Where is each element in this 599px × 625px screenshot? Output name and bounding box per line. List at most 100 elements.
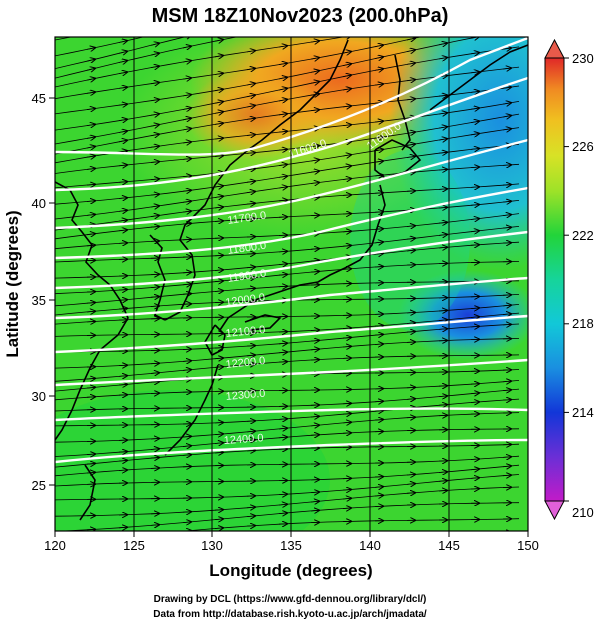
streamline-arrow: [118, 452, 127, 453]
streamline-arrow: [150, 125, 159, 127]
streamline-arrow: [342, 179, 351, 180]
streamline-arrow: [118, 198, 127, 199]
geopotential-contours: [55, 37, 528, 464]
streamline-arrow: [342, 195, 351, 196]
streamline-arrow: [342, 508, 351, 509]
credit-data: Data from http://database.rish.kyoto-u.a…: [153, 609, 427, 620]
streamline-arrow: [150, 215, 159, 216]
streamline-arrow: [182, 78, 191, 79]
streamline-arrow: [182, 361, 191, 362]
streamline-arrow: [470, 384, 479, 385]
streamline-arrow: [182, 201, 191, 202]
streamline-arrow: [246, 181, 255, 182]
streamline-arrow: [406, 399, 415, 400]
x-tick-label: 125: [123, 538, 145, 553]
streamline-arrow: [502, 201, 511, 202]
streamline-arrow: [278, 362, 287, 363]
streamline-arrow: [214, 528, 223, 529]
streamline-arrow: [310, 146, 319, 147]
streamline-arrow: [246, 440, 255, 441]
streamline-arrow: [278, 419, 287, 420]
streamline-arrow: [118, 376, 127, 377]
streamline-arrow: [214, 221, 223, 222]
streamline-arrow: [342, 489, 351, 490]
x-tick-marks: [54, 531, 529, 537]
streamline-arrow: [438, 490, 447, 491]
streamline-arrow: [438, 310, 447, 311]
streamline-arrow: [246, 267, 255, 268]
streamline-arrow: [246, 526, 255, 527]
streamline: [55, 37, 239, 79]
streamline-arrow: [406, 226, 415, 227]
streamline-arrow: [86, 311, 95, 312]
streamline-arrow: [214, 358, 223, 359]
streamline-arrow: [470, 245, 479, 246]
streamline-arrow: [246, 254, 255, 255]
streamline-arrow: [86, 78, 95, 80]
streamline-arrow: [150, 100, 159, 101]
temperature-field-cold-east: [398, 270, 528, 360]
streamline-arrow: [214, 138, 223, 139]
streamline-arrow: [246, 105, 255, 107]
streamline-arrow: [278, 114, 287, 115]
streamline-arrow: [502, 129, 511, 130]
streamline-arrow: [342, 269, 351, 270]
streamline-arrow: [374, 242, 383, 243]
streamline-arrow: [374, 401, 383, 402]
streamline-arrow: [150, 373, 159, 374]
streamline-arrow: [214, 367, 223, 368]
streamline-arrow: [150, 226, 159, 227]
streamline-arrow: [150, 287, 159, 288]
streamline-arrow: [310, 260, 319, 261]
temperature-field-cold-northeast: [390, 37, 528, 270]
streamline-arrow: [502, 381, 511, 382]
colorbar-gradient: [544, 57, 565, 502]
streamline-arrow: [278, 264, 287, 265]
wind-streamlines: [55, 37, 520, 544]
streamline-arrow: [150, 162, 159, 163]
coastline-korea-west: [149, 234, 166, 321]
streamline-arrow: [310, 160, 319, 161]
streamline-arrow: [438, 472, 447, 473]
streamline-arrow: [502, 165, 511, 166]
streamline-arrow: [150, 206, 159, 207]
streamline-arrow: [438, 207, 447, 208]
streamline-arrow: [502, 87, 511, 88]
streamline-arrow: [118, 308, 127, 309]
colorbar-tick-label: 218: [572, 316, 594, 331]
streamline-arrow: [438, 113, 447, 114]
streamline-arrow: [150, 363, 159, 364]
streamline-arrow: [406, 63, 415, 64]
streamline-arrow: [438, 247, 447, 248]
streamline-arrow: [86, 48, 95, 50]
streamline-arrow: [151, 543, 159, 544]
streamline-arrow: [374, 420, 383, 421]
streamline-arrow: [182, 129, 191, 130]
streamline-arrow: [86, 156, 95, 157]
streamline-arrow: [438, 95, 447, 96]
streamline-arrow: [214, 443, 223, 444]
streamline-arrow: [150, 66, 159, 67]
streamline-arrow: [214, 112, 223, 114]
streamline-arrow: [246, 191, 255, 192]
streamline-arrow: [470, 469, 479, 470]
x-tick-label: 130: [201, 538, 223, 553]
streamline-arrow: [502, 457, 511, 458]
streamline-arrow: [406, 38, 415, 40]
streamline-arrow: [118, 182, 127, 183]
streamline-arrow: [502, 390, 511, 391]
streamline-arrow: [310, 340, 319, 341]
coastline-korea-east: [164, 224, 196, 321]
streamline-arrow: [374, 69, 383, 71]
streamline-arrow: [182, 190, 191, 191]
streamline-arrow: [374, 45, 383, 47]
streamline-arrow: [182, 272, 191, 273]
contour-label: 12300.0: [225, 388, 266, 403]
streamline-arrow: [214, 510, 223, 511]
streamline-arrow: [406, 474, 415, 475]
coastline-honshu: [219, 184, 386, 331]
streamline-arrow: [118, 230, 127, 231]
streamline-arrow: [278, 99, 287, 100]
streamline-arrow: [86, 378, 95, 379]
streamline-arrow: [118, 151, 127, 152]
